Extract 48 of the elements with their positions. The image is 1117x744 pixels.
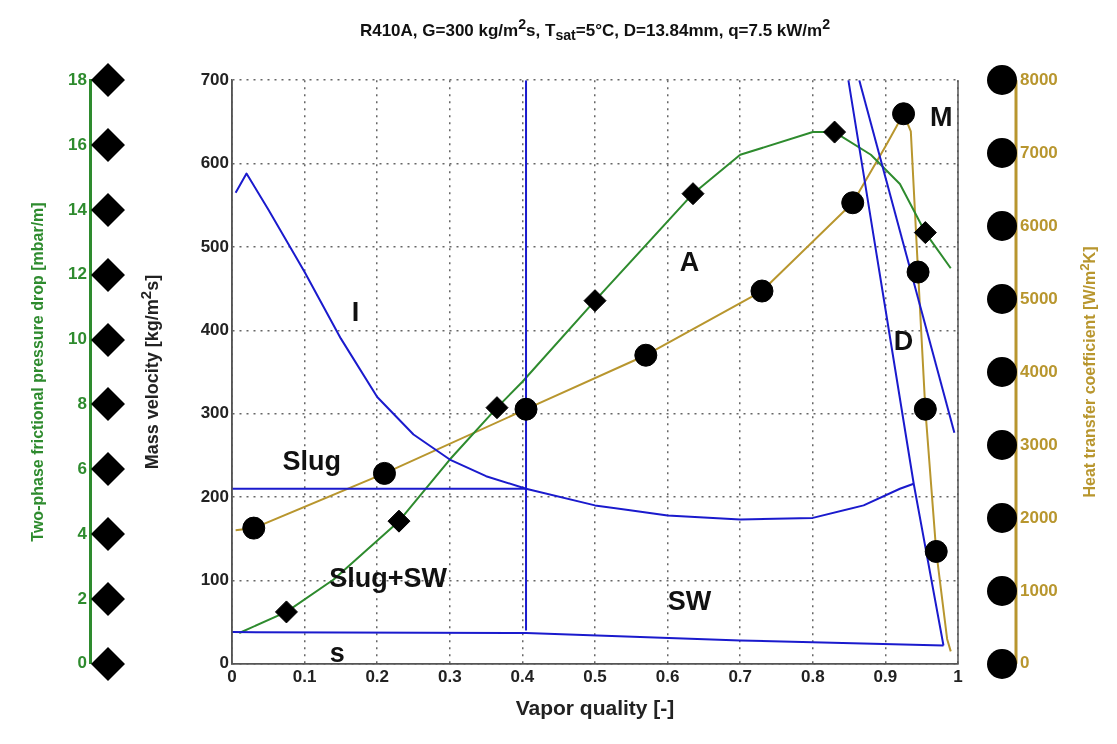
y2-tick-label: 3000 [1020,434,1058,454]
x-tick-label: 0.6 [655,666,680,686]
y3-tick-label: 8 [77,394,87,414]
x-tick-label: 0.9 [873,666,898,686]
y3-tick-label: 0 [77,653,87,673]
y2-tick-label: 1000 [1020,580,1058,600]
y2-tick-label: 8000 [1020,69,1058,89]
y2-tick-label: 6000 [1020,215,1058,235]
y-tick-label: 500 [200,236,229,256]
y-tick-label: 0 [219,653,229,673]
y3-tick-label: 12 [68,264,87,284]
annotation: M [930,101,953,132]
chart-title: R410A, G=300 kg/m$^{2}$s, T$_{sat}$=5°C, D=13.84mm, q=7.5 kW/m$^{2}$ [358,16,832,44]
y-tick-label: 400 [200,320,229,339]
x-tick-label: 0.8 [800,666,825,686]
y-tick-label: 300 [200,403,229,423]
x-tick-label: 1 [953,666,963,686]
y3-axis-title: Two-phase frictional pressure drop [mbar/m] [29,202,47,542]
annotation: s [329,638,345,669]
y2-tick-label: 5000 [1020,288,1058,308]
x-tick-label: 0.3 [437,666,462,686]
y-tick-label: 100 [200,570,229,590]
annotation: I [351,297,360,328]
y2-tick-label: 4000 [1020,361,1058,381]
annotation: D [893,326,914,357]
y3-tick-label: 2 [77,588,87,608]
x-tick-label: 0.1 [292,666,317,686]
annotation: Slug [282,445,342,476]
annotation: Slug+SW [329,562,448,593]
y3-tick-label: 10 [68,329,87,349]
y3-tick-label: 16 [68,134,87,154]
x-axis-title: Vapor quality [-] [514,695,676,720]
y-tick-label: 700 [200,69,229,89]
y2-tick-label: 2000 [1020,507,1058,527]
annotation: A [679,247,700,278]
x-tick-label: 0.4 [510,666,535,686]
y3-tick-label: 6 [77,458,87,478]
x-tick-label: 0.5 [583,666,607,686]
y2-tick-label: 7000 [1020,142,1058,162]
y2-tick-label: 0 [1020,653,1030,673]
y3-tick-label: 18 [68,69,87,89]
annotation: SW [667,585,712,616]
x-tick-label: 0.7 [728,666,753,686]
x-tick-label: 0.2 [365,666,390,686]
y3-tick-label: 4 [77,523,88,543]
y3-tick-label: 14 [68,199,88,219]
y-tick-label: 600 [200,153,229,173]
y-tick-label: 200 [200,486,229,506]
